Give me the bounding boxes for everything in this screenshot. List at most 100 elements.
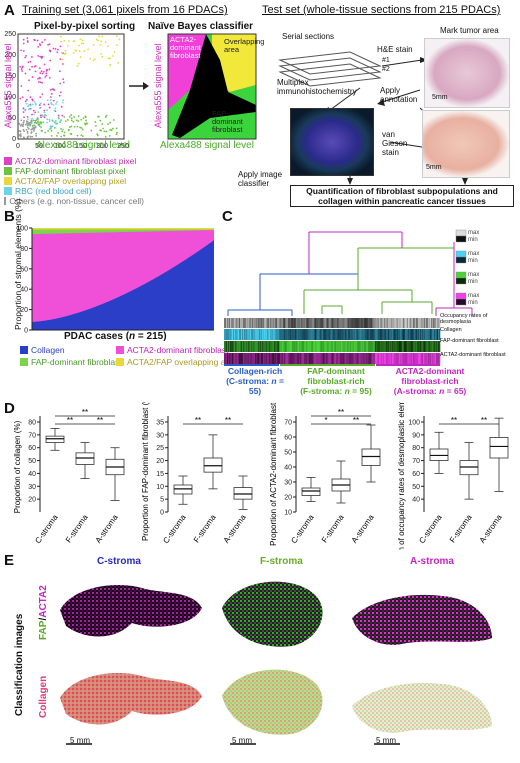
scatter-point bbox=[60, 105, 63, 108]
van-gieson-label: van Gieson stain bbox=[382, 130, 408, 157]
heatmap-cell bbox=[382, 353, 385, 364]
heatmap-cell bbox=[304, 318, 306, 328]
scatter-point bbox=[59, 120, 62, 123]
heatmap-cell bbox=[381, 353, 384, 364]
heatmap-cell bbox=[335, 318, 337, 328]
heatmap-cell bbox=[293, 329, 295, 340]
heatmap-cell bbox=[305, 318, 307, 328]
heatmap-cell bbox=[426, 318, 429, 328]
heatmap-cell bbox=[392, 318, 395, 328]
heatmap-cell bbox=[362, 341, 364, 352]
scatter-point bbox=[33, 39, 36, 42]
heatmap-cell bbox=[259, 353, 261, 364]
heatmap-cell bbox=[433, 318, 436, 328]
heatmap-cell bbox=[327, 329, 329, 340]
heatmap-cell bbox=[418, 329, 421, 340]
heatmap-cell bbox=[397, 318, 400, 328]
heatmap-cell bbox=[378, 318, 381, 328]
heatmap-cell bbox=[350, 318, 352, 328]
heatmap-cell bbox=[399, 353, 402, 364]
scatter-point bbox=[52, 88, 55, 91]
heatmap-cell bbox=[231, 318, 233, 328]
heatmap-cell bbox=[410, 318, 413, 328]
heatmap-cell bbox=[359, 329, 361, 340]
heatmap-cell bbox=[259, 318, 261, 328]
scatter-point bbox=[70, 117, 73, 120]
legend-overlap-pixel: ACTA2/FAP overlapping pixel bbox=[4, 176, 144, 186]
legend-collagen: Collagen bbox=[20, 345, 65, 355]
heatmap-cell bbox=[225, 329, 227, 340]
scatter-point bbox=[80, 118, 83, 121]
scatter-point bbox=[47, 130, 50, 132]
heatmap-cell bbox=[373, 318, 375, 328]
heatmap-cell bbox=[293, 353, 295, 364]
heatmap-cell bbox=[273, 329, 275, 340]
scatter-point bbox=[109, 128, 112, 131]
heatmap-cell bbox=[395, 318, 398, 328]
heatmap-cell bbox=[314, 353, 316, 364]
scatter-point bbox=[63, 39, 66, 42]
heatmap-cell bbox=[247, 318, 249, 328]
scatter-point bbox=[80, 134, 83, 137]
scatter-point bbox=[57, 48, 59, 51]
heatmap-cell bbox=[361, 353, 363, 364]
heatmap-cell bbox=[250, 341, 252, 352]
heatmap-cell bbox=[274, 329, 276, 340]
stacked-area-chart: 0 20 40 60 80 100 bbox=[16, 226, 214, 335]
scatter-point bbox=[79, 126, 81, 129]
scatter-point bbox=[64, 120, 67, 123]
heatmap-cell bbox=[359, 341, 361, 352]
heatmap-cell bbox=[327, 353, 329, 364]
box-y-tick: 70 bbox=[28, 432, 36, 439]
scatter-point bbox=[23, 130, 26, 133]
heatmap-cell bbox=[227, 341, 229, 352]
heatmap-cell bbox=[272, 353, 274, 364]
heatmap-cell bbox=[310, 353, 312, 364]
scatter-point bbox=[29, 136, 32, 138]
heatmap-cell bbox=[316, 341, 318, 352]
heatmap-cell bbox=[420, 353, 423, 364]
box-y-tick: 20 bbox=[28, 497, 36, 504]
heatmap-cell bbox=[270, 353, 272, 364]
scatter-point bbox=[51, 88, 54, 91]
scatter-point bbox=[35, 134, 38, 137]
scatter-point bbox=[116, 131, 118, 134]
heatmap-cell bbox=[388, 329, 391, 340]
heatmap-cell bbox=[310, 329, 312, 340]
heatmap-cell bbox=[254, 329, 256, 340]
scatter-point bbox=[94, 121, 97, 123]
heatmap-cell bbox=[303, 353, 305, 364]
scatter-point bbox=[70, 114, 73, 116]
color-scale-max bbox=[455, 229, 467, 237]
heatmap-cell bbox=[370, 329, 372, 340]
heatmap-cell bbox=[395, 329, 398, 340]
heatmap-cell bbox=[310, 318, 312, 328]
heatmap-cell bbox=[403, 353, 406, 364]
scatter-point bbox=[52, 120, 54, 123]
fap-acta2-label: FAP/ACTA2 bbox=[38, 585, 49, 640]
heatmap-cell bbox=[381, 329, 384, 340]
heatmap-cell bbox=[275, 353, 277, 364]
heatmap-cell bbox=[266, 353, 268, 364]
heatmap-cell bbox=[236, 318, 238, 328]
heatmap-cell bbox=[277, 329, 279, 340]
heatmap-cell bbox=[432, 353, 435, 364]
heatmap-cell bbox=[399, 318, 402, 328]
heatmap-cell bbox=[279, 353, 281, 364]
heatmap-cell bbox=[424, 329, 427, 340]
heatmap-cell bbox=[356, 318, 358, 328]
heatmap-cell bbox=[303, 318, 305, 328]
heatmap-cell bbox=[325, 329, 327, 340]
heatmap-cell bbox=[353, 341, 355, 352]
heatmap-cell bbox=[241, 341, 243, 352]
heatmap-cell bbox=[263, 341, 265, 352]
box-y-tick: 15 bbox=[156, 471, 164, 478]
heatmap-cell bbox=[238, 318, 240, 328]
heatmap-cell bbox=[343, 329, 345, 340]
heatmap-cell bbox=[244, 341, 246, 352]
heatmap-cell bbox=[351, 318, 353, 328]
section-1-label: #1 bbox=[382, 57, 390, 64]
heatmap-cell bbox=[421, 329, 424, 340]
heatmap-cell bbox=[434, 353, 437, 364]
heatmap-cell bbox=[252, 318, 254, 328]
